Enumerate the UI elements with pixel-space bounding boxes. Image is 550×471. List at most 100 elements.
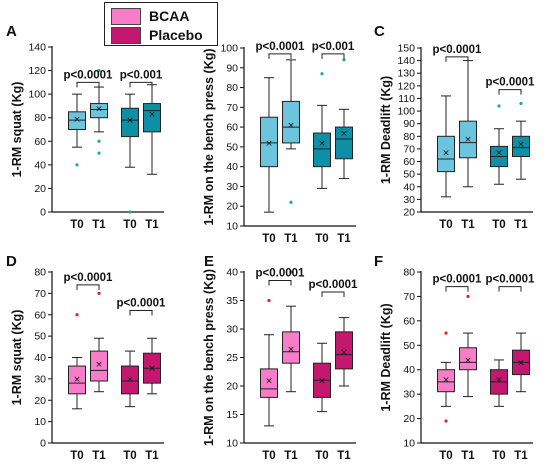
y-tick-label: 20: [403, 207, 415, 219]
x-tick-label: T0: [315, 233, 328, 245]
y-tick-label: 50: [403, 169, 415, 181]
x-tick-label: T1: [284, 450, 298, 462]
box-iqr: [282, 100, 300, 144]
box-bcaa-t0: ×: [260, 77, 278, 213]
p-value-label: p<0.0001: [64, 69, 114, 81]
box-iqr: [121, 365, 139, 395]
x-tick-label: T1: [337, 450, 351, 462]
significance-bracket: [129, 309, 153, 316]
box-bcaa-t0: ×: [68, 313, 86, 410]
y-axis-label: 1-RM squat (Kg): [10, 82, 24, 178]
box-iqr: [459, 120, 477, 159]
significance-bracket: [268, 280, 292, 286]
mean-marker: ×: [517, 358, 525, 368]
box-iqr: [335, 331, 353, 370]
panel-letter: A: [6, 23, 17, 40]
outlier-point: [342, 58, 346, 62]
box-iqr: [68, 111, 86, 130]
y-tick-label: 100: [220, 43, 238, 55]
y-tick-label: 40: [226, 267, 238, 279]
x-tick-label: T1: [92, 450, 106, 462]
outlier-point: [466, 294, 470, 299]
outlier-point: [320, 72, 324, 76]
outlier-point: [97, 68, 101, 73]
significance-annotation: p<0.0001: [486, 274, 536, 292]
p-value-label: p<0.0001: [309, 279, 359, 291]
box-iqr: [459, 347, 477, 371]
y-tick-label: 80: [226, 82, 238, 94]
y-tick-label: 80: [403, 267, 415, 279]
box-iqr: [282, 331, 300, 364]
box-bcaa-t0: ×: [437, 95, 455, 198]
y-tick-label: 40: [34, 352, 46, 364]
box-iqr: [68, 365, 86, 395]
box-iqr: [90, 350, 108, 382]
y-tick-label: 140: [28, 42, 46, 54]
panel-f: F 10 20 30 40 50 60 70 80 1-RM Deadlift (Kg) × T0 × T…: [374, 253, 535, 462]
outlier-point: [75, 313, 79, 317]
p-value-label: p<0.0001: [256, 268, 306, 280]
outlier-point: [97, 291, 101, 295]
y-tick-label: 30: [226, 181, 238, 193]
y-tick-label: 120: [28, 65, 46, 77]
x-tick-label: T0: [439, 450, 452, 462]
y-tick-label: 80: [34, 112, 46, 124]
significance-bracket: [321, 53, 345, 59]
x-tick-label: T1: [461, 219, 475, 231]
significance-bracket: [445, 56, 469, 62]
box-placebo-t0: ×: [313, 72, 331, 189]
y-tick-label: 40: [34, 159, 46, 171]
x-tick-label: T1: [145, 450, 159, 462]
significance-bracket: [498, 89, 522, 95]
box-bcaa-t1: ×: [459, 60, 477, 188]
panel-letter: C: [374, 23, 385, 40]
x-tick-label: T0: [439, 219, 452, 231]
outlier-point: [497, 104, 501, 108]
y-tick-label: 40: [226, 161, 238, 173]
mean-marker: ×: [287, 345, 295, 355]
y-axis-label: 1-RM Deadlift (Kg): [379, 303, 393, 411]
mean-marker: ×: [442, 149, 450, 159]
y-tick-label: 40: [403, 181, 415, 193]
x-tick-label: T1: [461, 450, 475, 462]
p-value-label: p<0.0001: [486, 274, 536, 286]
significance-bracket: [76, 284, 100, 290]
outlier-point: [519, 101, 523, 106]
y-tick-label: 140: [397, 55, 415, 67]
box-placebo-t1: ×: [335, 317, 353, 387]
outlier-point: [97, 151, 101, 155]
box-bcaa-t0: ×: [68, 93, 86, 167]
y-tick-label: 80: [34, 267, 46, 279]
significance-annotation: p<0.001: [120, 69, 163, 88]
box-bcaa-t0: ×: [437, 331, 455, 423]
y-tick-label: 130: [397, 68, 415, 80]
box-placebo-t1: ×: [143, 84, 161, 175]
mean-marker: ×: [318, 376, 326, 386]
y-tick-label: 50: [226, 141, 238, 153]
significance-annotation: p<0.0001: [256, 268, 306, 286]
x-tick-label: T1: [337, 233, 351, 245]
box-placebo-t1: ×: [143, 337, 161, 395]
panel-b: B1020304050607080901001-RM on the bench …: [202, 23, 356, 245]
legend: BCAA Placebo: [104, 2, 218, 46]
outlier-point: [289, 200, 293, 204]
outlier-point: [289, 270, 293, 274]
y-tick-label: 10: [34, 416, 46, 428]
significance-bracket: [445, 286, 469, 292]
y-tick-label: 10: [403, 438, 415, 450]
box-iqr: [335, 126, 353, 160]
y-axis-label: 1-RM squat (Kg): [10, 310, 24, 406]
significance-annotation: p<0.0001: [486, 77, 535, 95]
mean-marker: ×: [517, 140, 525, 150]
p-value-label: p<0.001: [120, 69, 163, 81]
y-tick-label: 70: [34, 288, 46, 300]
x-tick-label: T1: [92, 219, 106, 231]
box-iqr: [437, 369, 455, 393]
y-tick-label: 150: [397, 43, 415, 55]
mean-marker: ×: [464, 135, 472, 145]
x-tick-label: T0: [123, 450, 136, 462]
x-tick-label: T0: [492, 219, 505, 231]
outlier-point: [97, 139, 101, 143]
mean-marker: ×: [464, 356, 472, 366]
